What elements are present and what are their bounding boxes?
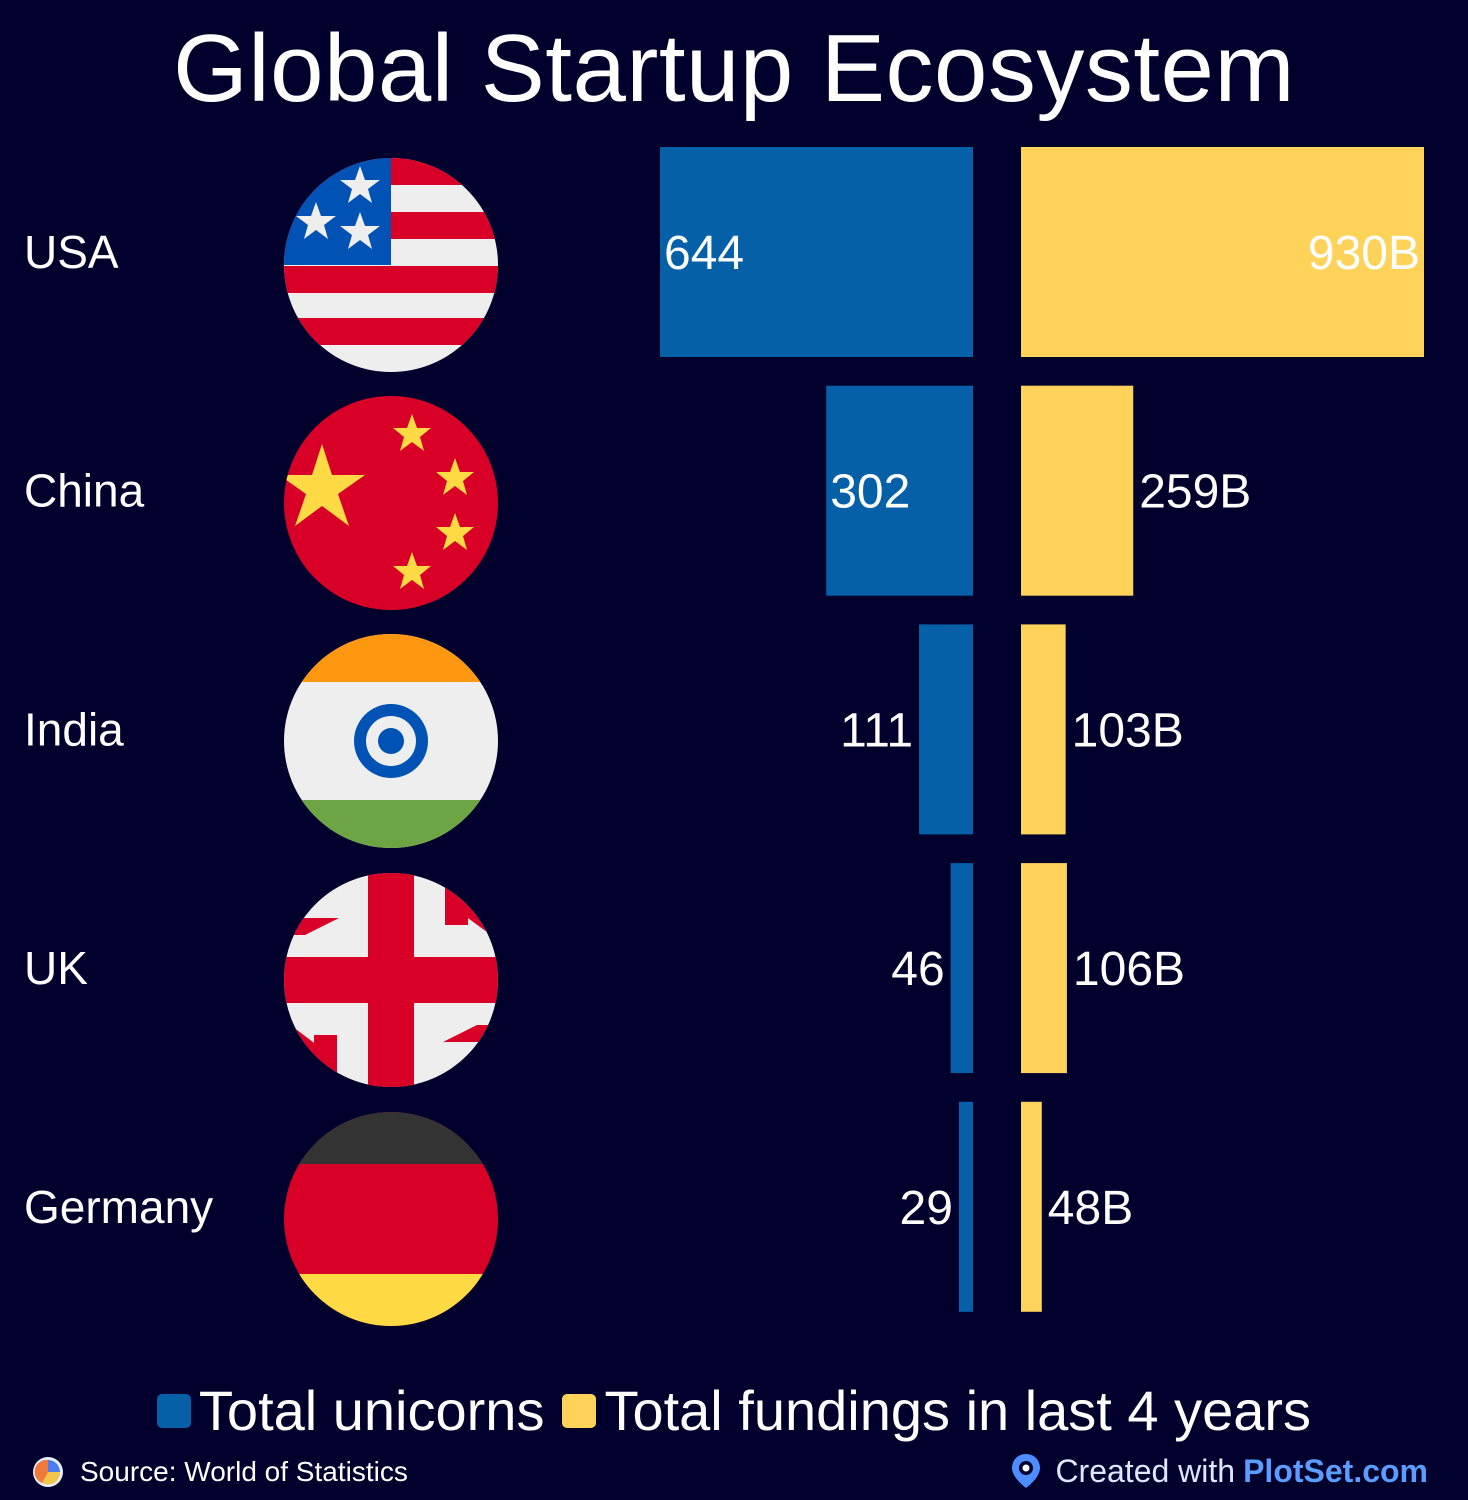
legend-item-fundings: Total fundings in last 4 years: [562, 1378, 1311, 1444]
unicorns-bar-uk: [950, 863, 973, 1074]
plotset-brand-link[interactable]: PlotSet.com: [1243, 1452, 1428, 1489]
country-label-china: China: [24, 465, 145, 517]
fundings-bar-uk: [1021, 863, 1067, 1074]
source-note: Source: World of Statistics: [32, 1452, 408, 1492]
fundings-value-label-germany: 48B: [1048, 1182, 1133, 1235]
fundings-bar-germany: [1021, 1101, 1042, 1312]
unicorns-value-label-uk: 46: [891, 943, 944, 996]
india-flag-icon: [284, 634, 498, 848]
pie-logo-icon: [33, 1457, 63, 1487]
unicorns-bar-usa: [660, 147, 973, 357]
fundings-value-label-china: 259B: [1139, 466, 1251, 519]
country-label-uk: UK: [24, 942, 88, 994]
plotset-logo-icon: [1012, 1454, 1041, 1488]
fundings-value-label-india: 103B: [1072, 704, 1184, 757]
country-label-germany: Germany: [24, 1181, 213, 1233]
legend-swatch-fundings: [562, 1394, 597, 1428]
chart-title: Global Startup Ecosystem: [173, 15, 1295, 122]
fundings-bar-usa: [1021, 147, 1424, 357]
country-label-usa: USA: [24, 226, 119, 278]
unicorns-value-label-india: 111: [840, 704, 913, 757]
uk-flag-icon: [284, 873, 498, 1087]
unicorns-bar-china: [826, 385, 973, 596]
country-label-india: India: [24, 703, 124, 755]
unicorns-bar-germany: [958, 1101, 973, 1312]
usa-flag-icon: [284, 158, 498, 372]
fundings-bar-china: [1021, 385, 1134, 596]
fundings-value-label-uk: 106B: [1073, 943, 1185, 996]
source-text: Source: World of Statistics: [80, 1456, 408, 1487]
fundings-value-label-usa: 930B: [1308, 227, 1420, 280]
unicorns-value-label-usa: 644: [664, 227, 744, 280]
china-flag-icon: [284, 396, 498, 610]
unicorns-value-label-china: 302: [830, 466, 910, 519]
fundings-bar-india: [1021, 624, 1066, 835]
legend-item-unicorns: Total unicorns: [156, 1378, 545, 1444]
unicorns-value-label-germany: 29: [900, 1182, 953, 1235]
legend-swatch-unicorns: [156, 1394, 191, 1428]
unicorns-bar-india: [919, 624, 973, 835]
created-with-text: Created with: [1055, 1452, 1236, 1489]
legend-label-fundings: Total fundings in last 4 years: [604, 1379, 1312, 1442]
chart-legend: Total unicorns Total fundings in last 4 …: [0, 1378, 1468, 1444]
plotset-credit[interactable]: Created with PlotSet.com: [1009, 1450, 1428, 1492]
germany-flag-icon: [284, 1112, 498, 1326]
legend-label-unicorns: Total unicorns: [198, 1379, 545, 1442]
